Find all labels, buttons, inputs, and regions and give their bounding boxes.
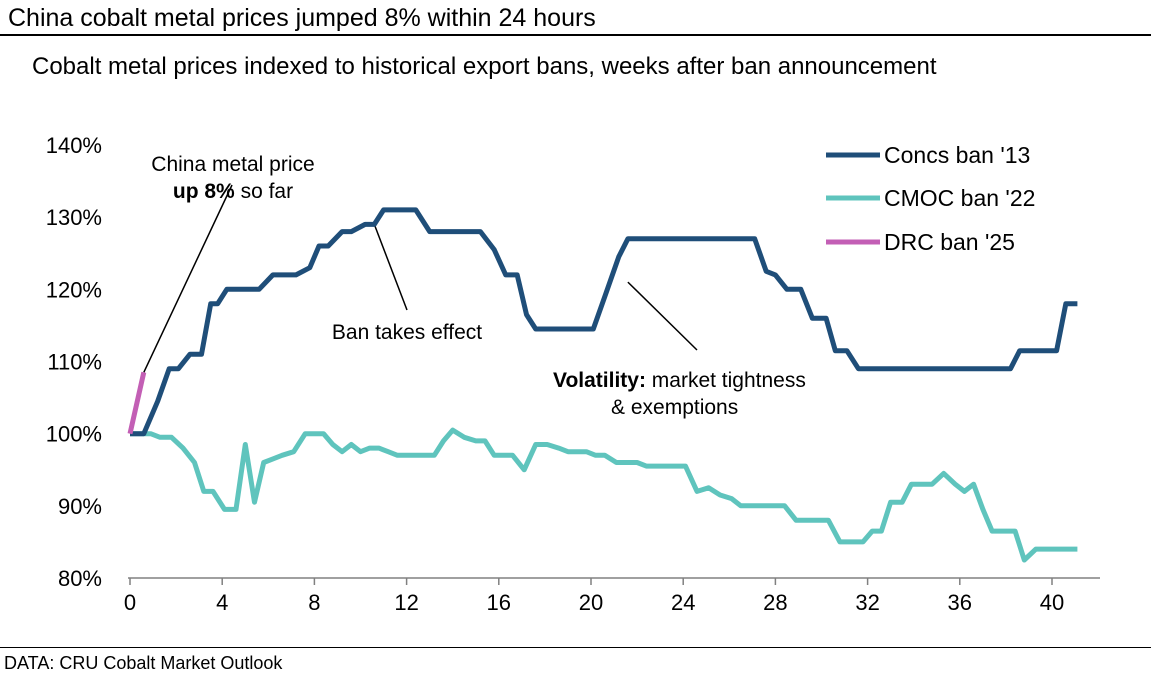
x-tick-label-8: 8 [308, 590, 320, 615]
series-drc-ban-25 [127, 371, 147, 435]
x-tick-label-4: 4 [216, 590, 228, 615]
y-tick-label-120: 120% [46, 277, 102, 302]
x-tick-label-40: 40 [1040, 590, 1064, 615]
legend-label-1: Concs ban '13 [884, 142, 1030, 168]
y-tick-label-130: 130% [46, 205, 102, 230]
annotation-3-line-2: & exemptions [611, 396, 738, 419]
bottom-rule [0, 647, 1151, 648]
annotation-1-line-1: China metal price [151, 153, 314, 176]
y-tick-label-90: 90% [58, 494, 102, 519]
annotation-connector-2 [373, 224, 408, 311]
x-tick-label-28: 28 [763, 590, 787, 615]
chart-title: Cobalt metal prices indexed to historica… [32, 53, 937, 80]
x-tick-label-20: 20 [579, 590, 603, 615]
legend-label-3: DRC ban '25 [884, 229, 1015, 255]
series-cmoc-ban-22 [130, 427, 1078, 563]
legend-label-2: CMOC ban '22 [884, 185, 1035, 211]
annotation-connector-1 [143, 184, 233, 373]
x-tick-label-32: 32 [855, 590, 879, 615]
x-tick-label-36: 36 [948, 590, 972, 615]
x-tick-label-0: 0 [124, 590, 136, 615]
y-tick-label-100: 100% [46, 422, 102, 447]
x-tick-label-24: 24 [671, 590, 695, 615]
series-concs-ban-13 [130, 207, 1078, 437]
annotation-1-line-2: up 8% so far [173, 180, 293, 203]
y-tick-label-80: 80% [58, 566, 102, 591]
top-rule [0, 34, 1151, 36]
headline: China cobalt metal prices jumped 8% with… [8, 4, 596, 32]
y-tick-label-110: 110% [47, 350, 102, 375]
annotation-3-line-1: Volatility: market tightness [553, 369, 806, 392]
x-tick-label-16: 16 [487, 590, 511, 615]
x-tick-label-12: 12 [394, 590, 418, 615]
annotation-connector-3 [627, 281, 698, 351]
source-note: DATA: CRU Cobalt Market Outlook [4, 653, 283, 673]
y-tick-label-140: 140% [46, 133, 102, 158]
annotation-2-line-1: Ban takes effect [332, 321, 482, 344]
